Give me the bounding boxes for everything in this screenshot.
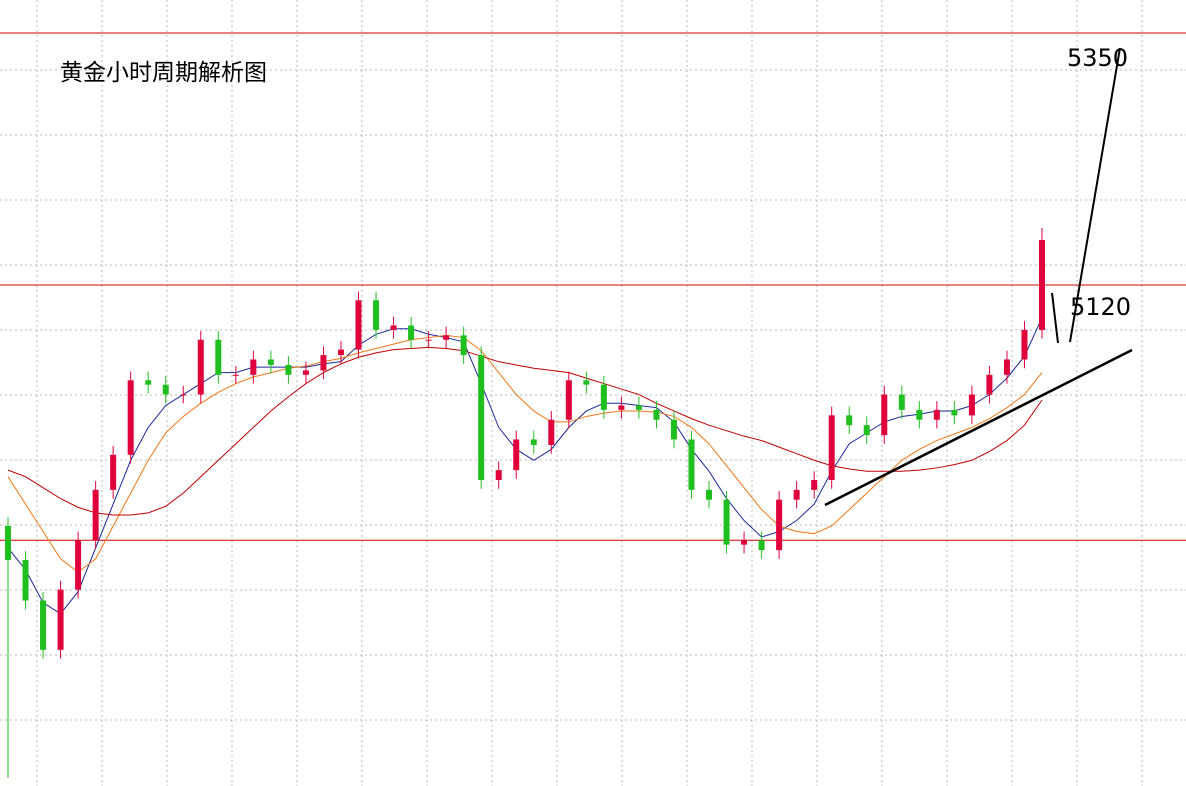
trend-line <box>1069 47 1121 343</box>
candle-body <box>706 489 713 500</box>
candle-body <box>145 380 152 385</box>
candle-body <box>127 380 134 455</box>
trend-line <box>824 348 1133 507</box>
candle-body <box>5 526 11 560</box>
candle-body <box>968 394 975 416</box>
candle-body <box>653 409 660 420</box>
candle-body <box>618 405 625 410</box>
candle-body <box>828 415 835 480</box>
candle-body <box>548 419 555 445</box>
candle-body <box>425 339 432 341</box>
candle-body <box>443 335 450 340</box>
candle-body <box>478 355 485 480</box>
candle-body <box>776 499 783 551</box>
candle-body <box>215 339 222 375</box>
moving-average <box>7 317 1043 615</box>
candle-body <box>40 600 47 650</box>
candle-body <box>1003 359 1010 375</box>
candle-body <box>75 540 82 590</box>
candle-body <box>688 439 695 490</box>
candle-body <box>1021 329 1028 360</box>
candle-body <box>373 300 380 330</box>
candle-body <box>846 415 853 426</box>
moving-average <box>7 334 1043 573</box>
candle-body <box>513 439 520 471</box>
candle-body <box>267 359 274 365</box>
candle-body <box>92 489 99 541</box>
candle-body <box>232 374 239 376</box>
annotation: 5350 <box>1067 44 1128 72</box>
candle-body <box>337 349 344 356</box>
candle-body <box>110 454 117 490</box>
candle-body <box>670 419 677 440</box>
candle-body <box>863 425 870 436</box>
candle-body <box>285 364 292 375</box>
candle-body <box>530 439 537 445</box>
candle-body <box>793 489 800 500</box>
candle-body <box>811 479 818 490</box>
candle-body <box>197 339 204 395</box>
candle-body <box>460 335 467 356</box>
candle-body <box>355 300 362 350</box>
candle-body <box>741 540 748 545</box>
trend-lines <box>824 47 1133 507</box>
candle-body <box>986 374 993 395</box>
candle-body <box>951 409 958 416</box>
candle-body <box>898 394 905 410</box>
annotation: 5120 <box>1070 293 1131 321</box>
candle-body <box>881 394 888 436</box>
candle-body <box>583 380 590 385</box>
candle-body <box>408 325 415 340</box>
candle-body <box>600 384 607 410</box>
candle-body <box>495 470 502 480</box>
candle-body <box>57 589 64 650</box>
candle-body <box>320 355 327 371</box>
candle-body <box>1039 240 1045 330</box>
candle-body <box>250 359 257 375</box>
candle-body <box>758 540 765 551</box>
candle-body <box>916 409 923 420</box>
candle-body <box>635 405 642 410</box>
trend-line <box>1051 292 1059 344</box>
candle-body <box>162 384 169 395</box>
candle-body <box>723 499 730 545</box>
candle-body <box>180 394 187 396</box>
moving-average <box>7 346 1043 516</box>
candle-body <box>933 409 940 420</box>
candle-body <box>565 380 572 420</box>
candle-body <box>22 559 29 601</box>
plot <box>0 32 1186 779</box>
candle-body <box>302 370 309 375</box>
chart-title: 黄金小时周期解析图 <box>60 60 267 86</box>
candle-body <box>390 325 397 330</box>
